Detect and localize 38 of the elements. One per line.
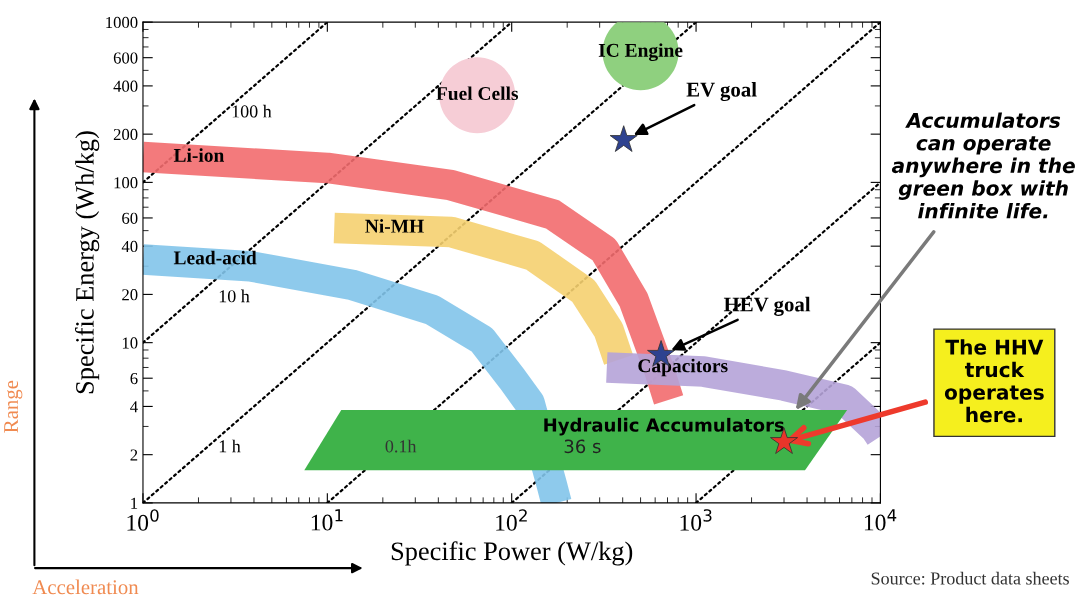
text: HEV goal <box>723 296 811 316</box>
y-tick-label: 4 <box>130 401 138 413</box>
annotation: Accumulators can operate anywhere in the green box with infinite life. <box>891 112 1075 219</box>
series-label: Ni-MH <box>365 219 424 233</box>
y-tick-label: 60 <box>122 212 138 224</box>
x-tick-label: 10$^{4}$ <box>864 509 897 531</box>
y-tick-label: 2 <box>130 449 138 461</box>
series-label: Lead-acid <box>173 250 257 265</box>
x-tick-label: 10$^{1}$ <box>311 509 343 531</box>
annotation: 36 s <box>564 439 601 454</box>
y-tick-label: 1000 <box>106 16 138 29</box>
source-note: Source: Product data sheets <box>871 571 1069 585</box>
text: Acceleration <box>32 579 139 595</box>
y-tick-label: 20 <box>122 289 138 301</box>
series-label: Li-ion <box>173 148 225 162</box>
x-tick-label: 10$^{3}$ <box>680 509 712 531</box>
y-tick-label: 1 <box>131 497 138 509</box>
y-tick-label: 40 <box>121 240 138 253</box>
x-tick-label: 10$^{2}$ <box>496 509 527 531</box>
y-tick-label: 6 <box>130 372 138 385</box>
annotation: 0.1h <box>385 439 417 453</box>
annotation: 10 h <box>219 289 250 303</box>
y-tick-label: 200 <box>113 128 138 141</box>
annotation: 1 h <box>219 439 241 453</box>
x-tick-label: 10$^{0}$ <box>127 509 159 531</box>
annotation: 100 h <box>232 104 272 118</box>
series-label: Fuel Cells <box>436 86 519 101</box>
y-tick-label: 400 <box>113 80 138 92</box>
y-tick-label: 600 <box>113 52 138 64</box>
series-label: Hydraulic Accumulators <box>544 417 784 436</box>
y-tick-label: 10 <box>122 337 138 349</box>
y-tick-label: 100 <box>114 177 138 189</box>
x-axis-title: Specific Power (W/kg) <box>391 541 633 566</box>
annotation: The HHV truck operates here. <box>944 339 1044 423</box>
text: EV goal <box>686 82 757 102</box>
y-axis-title: Specific Energy (Wh/kg) <box>74 131 100 394</box>
text: Range <box>4 380 23 433</box>
series-label: Capacitors <box>638 358 728 377</box>
